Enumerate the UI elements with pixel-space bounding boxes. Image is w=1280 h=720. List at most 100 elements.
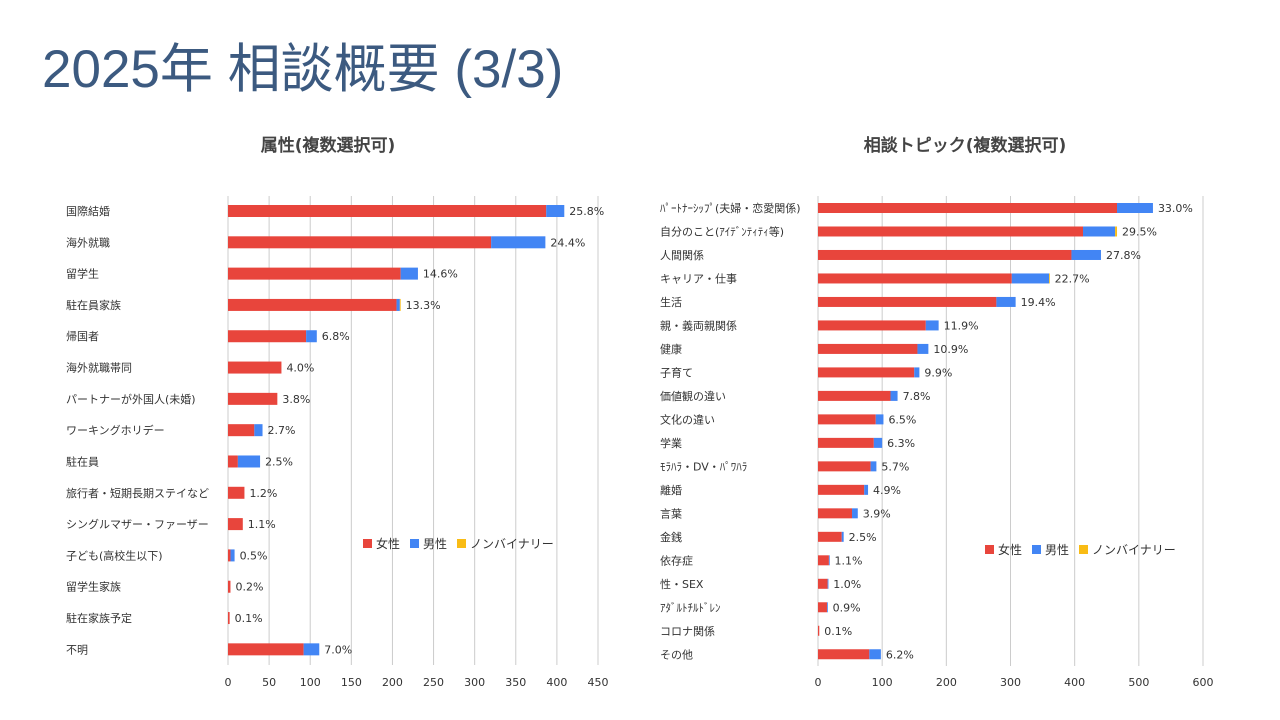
- data-label: 3.9%: [863, 507, 891, 520]
- bar-female: [228, 580, 231, 593]
- category-label: 帰国者: [66, 330, 99, 343]
- bar-female: [818, 343, 918, 354]
- bar-female: [818, 249, 1072, 260]
- bar-female: [228, 643, 304, 656]
- legend-swatch-nonbinary: [1079, 545, 1089, 554]
- bar-female: [818, 531, 842, 542]
- data-label: 25.8%: [569, 205, 604, 218]
- bar-female: [818, 367, 915, 378]
- bar-male: [396, 298, 400, 311]
- x-tick-label: 200: [382, 676, 403, 689]
- data-label: 13.3%: [406, 299, 441, 312]
- bar-male: [852, 508, 858, 519]
- bar-male: [1117, 203, 1153, 213]
- legend-swatch-male: [1032, 545, 1042, 554]
- category-label: 駐在員: [66, 454, 99, 468]
- data-label: 1.1%: [835, 554, 863, 567]
- bar-female: [228, 424, 255, 437]
- category-label: 子ども(高校生以下): [66, 548, 163, 562]
- chart-topics: 相談トピック(複数選択可) 0 100 200 300 400 500 600 ﾊﾟｰﾄﾅｰｼ…: [640, 0, 1280, 720]
- legend-item-male: 男性: [1032, 541, 1069, 558]
- bar-male: [873, 437, 883, 448]
- category-label: シングルマザー・ファーザー: [66, 517, 209, 531]
- bar-nonbinary: [1049, 273, 1050, 284]
- bar-male: [875, 414, 884, 425]
- bar-female: [228, 392, 278, 405]
- category-label: 留学生: [66, 267, 99, 281]
- category-label: 留学生家族: [66, 580, 121, 594]
- data-label: 1.1%: [248, 518, 276, 531]
- bar-male: [869, 649, 881, 660]
- bar-female: [818, 203, 1118, 213]
- data-label: 11.9%: [944, 319, 979, 332]
- data-label: 2.7%: [268, 424, 296, 437]
- bar-male: [546, 205, 565, 217]
- category-label: 不明: [66, 643, 88, 656]
- data-label: 27.8%: [1106, 249, 1141, 262]
- category-label: 旅行者・短期長期ステイなど: [66, 486, 209, 500]
- data-label: 10.9%: [933, 343, 968, 356]
- chart-legend: 女性 男性 ノンバイナリー: [985, 541, 1186, 558]
- data-label: 14.6%: [423, 268, 458, 281]
- bar-male: [491, 236, 546, 249]
- x-tick-label: 500: [1128, 676, 1149, 689]
- bar-male: [864, 484, 869, 495]
- category-label: 子育て: [660, 365, 693, 379]
- legend-item-female: 女性: [985, 541, 1022, 558]
- attributes-bar-chart: 0 50 100 150 200 250 300 350 400 450 国際結婚 25.8% 海外就職…: [66, 196, 609, 689]
- bar-female: [818, 625, 820, 636]
- bar-female: [818, 555, 829, 566]
- data-label: 2.5%: [849, 531, 877, 544]
- x-tick-label: 100: [300, 676, 321, 689]
- data-label: 1.2%: [249, 487, 277, 500]
- x-tick-label: 400: [1064, 676, 1085, 689]
- category-label: 国際結婚: [66, 204, 110, 218]
- category-label: 駐在家族予定: [66, 611, 132, 625]
- bar-male: [1071, 249, 1101, 260]
- category-label: ｱﾀﾞﾙﾄﾁﾙﾄﾞﾚﾝ: [660, 601, 721, 614]
- data-label: 0.1%: [235, 612, 263, 625]
- bar-female: [228, 205, 547, 217]
- legend-label-male: 男性: [423, 537, 448, 551]
- bar-nonbinary: [399, 298, 401, 311]
- bar-male: [914, 367, 920, 378]
- legend-label-nonbinary: ノンバイナリー: [470, 537, 554, 551]
- bar-male: [827, 578, 829, 589]
- x-tick-label: 0: [815, 676, 822, 689]
- legend-label-female: 女性: [998, 543, 1023, 557]
- bar-male: [237, 455, 261, 468]
- bar-male: [400, 267, 418, 280]
- bar-female: [818, 226, 1084, 237]
- data-label: 7.0%: [324, 643, 352, 656]
- slide-title: 2025年 相談概要 (3/3): [42, 40, 564, 99]
- chart-title: 属性(複数選択可): [260, 136, 396, 156]
- bar-female: [818, 461, 871, 472]
- bar-male: [230, 549, 235, 562]
- bar-male: [870, 461, 877, 472]
- legend-swatch-male: [410, 539, 420, 548]
- chart-attributes: 属性(複数選択可) 0 50 100 150 200 250 300 350 400 450 国際結…: [66, 136, 609, 689]
- bar-female: [818, 296, 997, 307]
- bar-female: [228, 549, 231, 562]
- legend-item-female: 女性: [363, 535, 400, 552]
- legend-item-nonbinary: ノンバイナリー: [1079, 541, 1176, 558]
- bar-female: [228, 267, 401, 280]
- data-label: 0.9%: [833, 601, 861, 614]
- data-label: 0.2%: [235, 581, 263, 594]
- category-label: コロナ関係: [660, 625, 715, 638]
- bar-male: [303, 643, 320, 656]
- legend-swatch-female: [985, 545, 994, 554]
- category-label: 健康: [660, 342, 682, 356]
- bar-male: [841, 531, 844, 542]
- legend-item-male: 男性: [410, 535, 447, 552]
- category-label: パートナーが外国人(未婚): [66, 392, 196, 406]
- bar-female: [818, 320, 926, 331]
- category-label: 学業: [660, 436, 682, 450]
- bar-female: [818, 437, 874, 448]
- x-tick-label: 100: [872, 676, 893, 689]
- data-label: 19.4%: [1021, 296, 1056, 309]
- category-label: 駐在員家族: [66, 298, 121, 312]
- bar-male: [890, 390, 898, 401]
- bar-female: [228, 612, 230, 625]
- data-label: 3.8%: [282, 393, 310, 406]
